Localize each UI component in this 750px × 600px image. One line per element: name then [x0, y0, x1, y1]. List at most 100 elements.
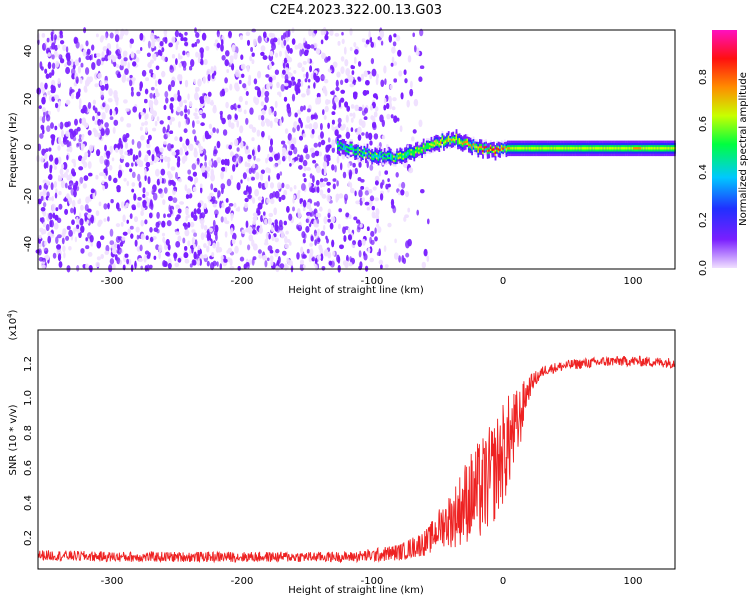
- spectrogram-frame: [37, 29, 676, 270]
- heatmap-cell: [415, 50, 420, 56]
- heatmap-cell: [229, 266, 235, 271]
- x-tick-label: -300: [101, 276, 124, 287]
- heatmap-cell: [85, 40, 89, 47]
- heatmap-cell: [113, 110, 116, 117]
- heatmap-cell: [616, 147, 618, 150]
- heatmap-cell: [327, 188, 331, 193]
- heatmap-cell: [393, 115, 398, 123]
- heatmap-cell: [76, 224, 80, 230]
- heatmap-cell: [358, 161, 362, 168]
- heatmap-cell: [393, 33, 397, 38]
- heatmap-cell: [316, 201, 320, 207]
- heatmap-cell: [41, 264, 46, 270]
- heatmap-cell: [200, 222, 205, 230]
- heatmap-cell: [374, 227, 377, 234]
- heatmap-cell: [363, 70, 368, 78]
- heatmap-cell: [239, 239, 243, 246]
- heatmap-cell: [294, 156, 299, 161]
- heatmap-cell: [369, 36, 373, 43]
- heatmap-cell: [508, 147, 511, 150]
- heatmap-cell: [287, 29, 291, 38]
- heatmap-cell: [138, 258, 143, 262]
- heatmap-cell: [193, 214, 198, 221]
- heatmap-cell: [194, 42, 198, 47]
- heatmap-cell: [183, 155, 188, 162]
- heatmap-cell: [115, 48, 121, 57]
- heatmap-cell: [373, 212, 376, 219]
- heatmap-cell: [104, 250, 109, 255]
- heatmap-cell: [268, 212, 274, 218]
- heatmap-cell: [188, 101, 193, 108]
- heatmap-cell: [102, 46, 108, 52]
- heatmap-cell: [311, 128, 315, 135]
- heatmap-cell: [276, 81, 280, 89]
- heatmap-cell: [65, 66, 70, 75]
- heatmap-cell: [338, 146, 341, 149]
- heatmap-cell: [63, 252, 66, 259]
- heatmap-cell: [405, 252, 410, 258]
- heatmap-cell: [220, 43, 224, 52]
- heatmap-cell: [289, 163, 292, 167]
- heatmap-cell: [224, 77, 228, 84]
- heatmap-cell: [280, 231, 285, 239]
- heatmap-cell: [73, 161, 77, 168]
- heatmap-cell: [325, 148, 329, 153]
- heatmap-cell: [366, 160, 369, 169]
- heatmap-cell: [270, 260, 274, 266]
- heatmap-cell: [357, 106, 363, 112]
- heatmap-cell: [88, 265, 93, 271]
- heatmap-cell: [245, 31, 251, 36]
- heatmap-cell: [251, 52, 255, 57]
- heatmap-cell: [354, 104, 360, 112]
- heatmap-cell: [393, 78, 398, 83]
- heatmap-cell: [493, 148, 495, 151]
- heatmap-cell: [323, 224, 326, 231]
- heatmap-cell: [306, 202, 311, 210]
- heatmap-cell: [63, 198, 68, 202]
- heatmap-cell: [605, 147, 608, 150]
- heatmap-cell: [479, 145, 481, 149]
- colorbar-gradient: [712, 30, 737, 268]
- heatmap-cell: [412, 129, 417, 134]
- heatmap-cell: [185, 138, 190, 146]
- heatmap-cell: [190, 211, 194, 218]
- heatmap-cell: [57, 77, 61, 85]
- heatmap-cell: [200, 232, 205, 241]
- heatmap-cell: [388, 34, 392, 43]
- heatmap-cell: [349, 46, 353, 52]
- heatmap-cell: [402, 155, 405, 158]
- heatmap-cell: [140, 135, 145, 141]
- heatmap-cell: [555, 147, 558, 150]
- heatmap-cell: [337, 41, 341, 46]
- heatmap-cell: [243, 109, 247, 115]
- heatmap-cell: [348, 214, 352, 219]
- heatmap-cell: [138, 150, 142, 158]
- heatmap-cell: [349, 112, 353, 117]
- heatmap-cell: [577, 147, 579, 150]
- heatmap-cell: [532, 147, 534, 150]
- heatmap-cell: [418, 76, 423, 82]
- heatmap-cell: [252, 163, 256, 169]
- heatmap-cell: [96, 53, 101, 58]
- heatmap-cell: [167, 161, 170, 169]
- heatmap-cell: [254, 189, 259, 197]
- heatmap-cell: [644, 147, 647, 150]
- heatmap-cell: [97, 111, 101, 116]
- heatmap-cell: [292, 38, 296, 45]
- heatmap-cell: [257, 196, 263, 201]
- heatmap-cell: [113, 177, 118, 184]
- heatmap-cell: [228, 121, 231, 128]
- heatmap-cell: [87, 102, 92, 109]
- heatmap-cell: [658, 147, 661, 150]
- heatmap-cell: [184, 184, 188, 191]
- heatmap-cell: [70, 68, 76, 75]
- heatmap-cell: [444, 140, 447, 143]
- heatmap-cell: [389, 84, 393, 90]
- heatmap-cell: [189, 263, 193, 268]
- heatmap-cell: [132, 61, 137, 67]
- heatmap-cell: [364, 107, 368, 114]
- heatmap-cell: [82, 48, 87, 57]
- heatmap-cell: [108, 175, 112, 182]
- heatmap-cell: [183, 252, 189, 259]
- heatmap-cell: [46, 191, 50, 198]
